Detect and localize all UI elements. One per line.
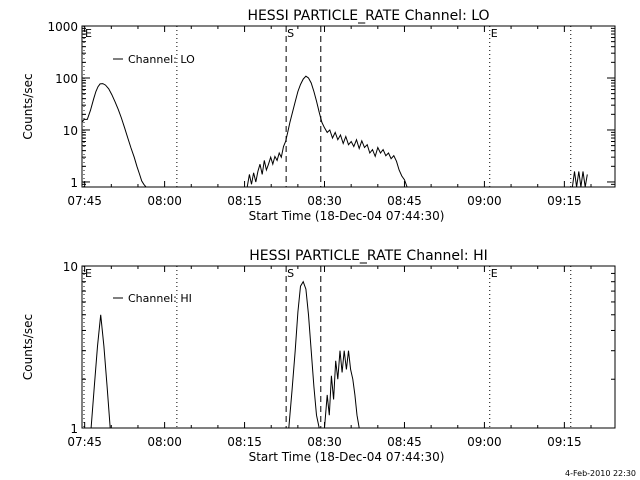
- chart-panel-hi: HESSI PARTICLE_RATE Channel: HI 07:45 08:0…: [21, 248, 616, 464]
- y-tick-label: 10: [63, 260, 78, 274]
- chart-title: HESSI PARTICLE_RATE Channel: HI: [249, 248, 487, 264]
- y-tick-label: 10: [63, 124, 78, 138]
- x-tick-label: 08:00: [147, 435, 182, 449]
- chart-title: HESSI PARTICLE_RATE Channel: LO: [247, 8, 489, 24]
- event-marker-label: E: [491, 267, 498, 280]
- plot-frame: [81, 265, 616, 429]
- x-tick-label: 08:30: [307, 194, 342, 208]
- x-tick-label: 08:45: [387, 194, 422, 208]
- legend-label: Channel: LO: [128, 53, 195, 66]
- event-marker-label: E: [491, 27, 498, 40]
- event-marker-label: E: [85, 27, 92, 40]
- chart-panel-lo: HESSI PARTICLE_RATE Channel: LO 07:45 08:0…: [21, 8, 616, 223]
- x-tick-label: 09:15: [547, 435, 582, 449]
- y-axis-label: Counts/sec: [21, 314, 35, 380]
- series-line: [90, 314, 111, 428]
- footer-timestamp: 4-Feb-2010 22:30: [565, 469, 636, 478]
- x-axis-label: Start Time (18-Dec-04 07:44:30): [249, 209, 445, 223]
- y-tick-label: 1000: [47, 20, 78, 34]
- x-tick-label: 08:15: [227, 194, 262, 208]
- x-tick-label: 07:45: [67, 194, 102, 208]
- x-tick-label: 07:45: [67, 435, 102, 449]
- x-tick-label: 09:15: [547, 194, 582, 208]
- y-tick-label: 1: [70, 422, 78, 436]
- x-axis-label: Start Time (18-Dec-04 07:44:30): [249, 450, 445, 464]
- legend-label: Channel: HI: [128, 292, 192, 305]
- x-tick-label: 08:00: [147, 194, 182, 208]
- y-tick-label: 100: [55, 72, 78, 86]
- x-tick-label: 09:00: [467, 435, 502, 449]
- y-axis-label: Counts/sec: [21, 73, 35, 139]
- series-line: [82, 83, 147, 187]
- x-tick-label: 08:45: [387, 435, 422, 449]
- event-marker-label: S: [287, 27, 294, 40]
- x-tick-label: 09:00: [467, 194, 502, 208]
- x-tick-label: 08:15: [227, 435, 262, 449]
- plot-frame: [81, 25, 616, 188]
- series-group: [90, 280, 360, 428]
- x-tick-label: 08:30: [307, 435, 342, 449]
- y-tick-label: 1: [70, 176, 78, 190]
- series-line: [571, 171, 588, 187]
- series-line: [324, 350, 360, 428]
- series-line: [288, 280, 320, 428]
- series-line: [246, 75, 408, 187]
- event-marker-label: S: [287, 267, 294, 280]
- event-marker-label: E: [85, 267, 92, 280]
- series-group: [82, 75, 588, 187]
